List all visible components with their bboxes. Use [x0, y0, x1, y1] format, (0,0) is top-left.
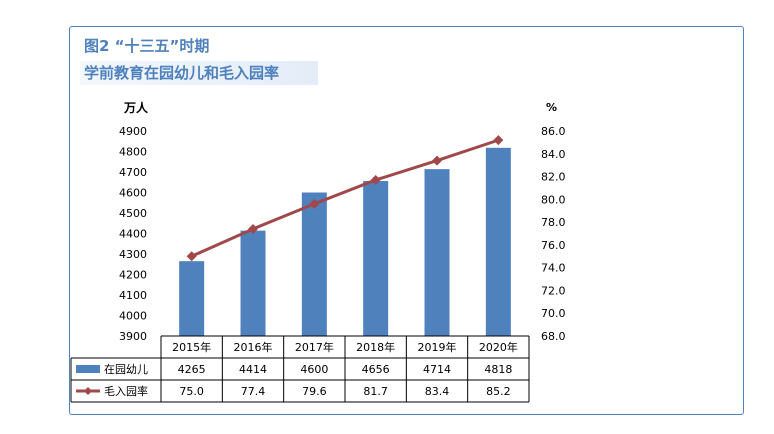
line-marker: [248, 223, 258, 234]
table-cell-rate: 83.4: [425, 385, 450, 398]
legend-label-rate: 毛入园率: [104, 384, 148, 398]
table-cell-rate: 81.7: [363, 385, 388, 398]
x-axis-category: 2019年: [418, 340, 457, 354]
line-marker: [493, 135, 504, 146]
right-axis-tick: 80.0: [541, 193, 566, 206]
table-cell-enrollment: 4414: [239, 363, 267, 376]
left-axis-tick: 4900: [119, 125, 147, 138]
table-cell-enrollment: 4818: [484, 363, 512, 376]
bar-enrollment: [485, 147, 511, 336]
table-cell-enrollment: 4265: [178, 363, 206, 376]
left-axis-tick: 4100: [119, 289, 147, 302]
x-axis-category: 2020年: [479, 340, 518, 354]
table-cell-enrollment: 4656: [362, 363, 390, 376]
left-axis-tick: 4000: [119, 310, 147, 323]
left-axis-tick: 4800: [119, 146, 147, 159]
bar-enrollment: [363, 181, 389, 336]
right-axis-unit: %: [546, 101, 558, 114]
left-axis-tick: 4200: [119, 269, 147, 282]
legend-key-marker: [84, 387, 92, 395]
bar-enrollment: [424, 169, 450, 336]
left-axis-unit: 万人: [124, 101, 149, 115]
table-cell-rate: 79.6: [302, 385, 327, 398]
table-cell-rate: 75.0: [179, 385, 204, 398]
line-marker: [432, 155, 442, 166]
right-axis-tick: 84.0: [541, 148, 566, 161]
chart-title-line1: 图2 “十三五”时期: [84, 37, 210, 55]
chart-frame: [69, 26, 744, 415]
bar-enrollment: [179, 261, 205, 336]
line-marker: [370, 174, 381, 185]
right-axis-tick: 86.0: [541, 125, 566, 138]
legend-key-bar: [76, 365, 100, 373]
table-cell-enrollment: 4600: [300, 363, 328, 376]
line-marker: [186, 251, 197, 262]
right-axis-tick: 72.0: [541, 284, 566, 297]
bar-enrollment: [301, 192, 327, 336]
left-axis-tick: 3900: [119, 330, 147, 343]
table-cell-enrollment: 4714: [423, 363, 451, 376]
x-axis-category: 2016年: [234, 340, 273, 354]
table-cell-rate: 85.2: [486, 385, 511, 398]
left-axis-tick: 4600: [119, 187, 147, 200]
left-axis-tick: 4700: [119, 166, 147, 179]
x-axis-category: 2018年: [356, 340, 395, 354]
left-axis-tick: 4400: [119, 228, 147, 241]
right-axis-tick: 78.0: [541, 216, 566, 229]
left-axis-tick: 4500: [119, 207, 147, 220]
x-axis-category: 2017年: [295, 340, 334, 354]
line-marker: [309, 198, 320, 209]
line-enrollment-rate: [191, 138, 499, 258]
legend-label-enrollment: 在园幼儿: [104, 363, 148, 376]
bar-enrollment: [240, 230, 266, 336]
right-axis-tick: 82.0: [541, 171, 566, 184]
right-axis-tick: 76.0: [541, 239, 566, 252]
left-axis-tick: 4300: [119, 248, 147, 261]
right-axis-tick: 70.0: [541, 307, 566, 320]
x-axis-category: 2015年: [172, 340, 211, 354]
chart-title-line2: 学前教育在园幼儿和毛入园率: [80, 61, 318, 85]
right-axis-tick: 74.0: [541, 262, 566, 275]
table-cell-rate: 77.4: [241, 385, 266, 398]
right-axis-tick: 68.0: [541, 330, 566, 343]
